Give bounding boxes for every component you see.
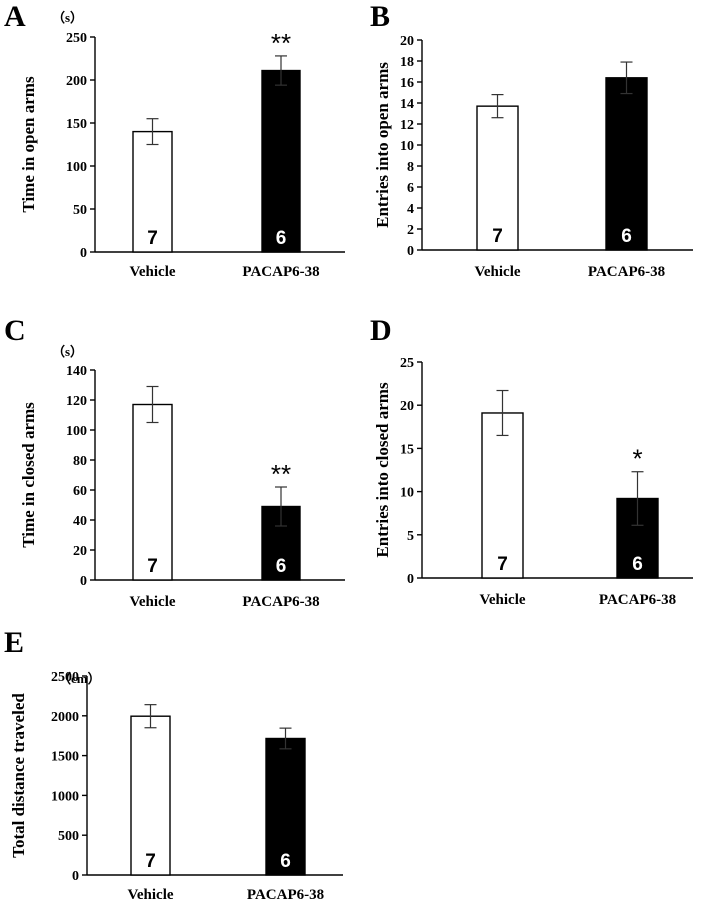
panel-c-significance: **	[271, 459, 291, 489]
panel-a-tick-label: 100	[66, 160, 87, 175]
panel-a-tick-label: 250	[66, 31, 87, 46]
panel-c-category-label: Vehicle	[129, 594, 175, 610]
panel-b-bar	[605, 77, 648, 251]
panel-b-ylabel: Entries into open arms	[373, 62, 392, 228]
panel-b-category-label: PACAP6-38	[588, 264, 665, 280]
panel-e-ylabel: Total distance traveled	[9, 693, 28, 858]
panel-a-unit: （s）	[52, 10, 83, 25]
panel-d-ylabel: Entries into closed arms	[373, 382, 392, 558]
panel-e-tick-label: 500	[58, 829, 79, 844]
panel-a-n-label: 7	[147, 228, 158, 249]
panel-b-tick-label: 0	[407, 244, 414, 259]
panel-a-tick-label: 0	[80, 246, 87, 261]
panel-b-n-label: 6	[621, 226, 632, 247]
panel-d-n-label: 7	[497, 554, 508, 575]
panel-c-letter: C	[4, 314, 26, 347]
panel-e-tick-label: 1000	[51, 789, 79, 804]
panel-a-category-label: PACAP6-38	[242, 264, 319, 280]
panel-a-ylabel: Time in open arms	[19, 76, 38, 213]
panel-b-tick-label: 16	[400, 76, 414, 91]
panel-c-tick-label: 20	[73, 544, 87, 559]
panel-b-tick-label: 20	[400, 34, 414, 49]
panel-e-tick-label: 2500	[51, 670, 79, 685]
panel-b-tick-label: 8	[407, 160, 414, 175]
panel-c-tick-label: 40	[73, 514, 87, 529]
panel-e-category-label: Vehicle	[127, 887, 173, 903]
panel-c-ylabel: Time in closed arms	[19, 402, 38, 548]
panel-c-tick-label: 0	[80, 574, 87, 589]
panel-d-tick-label: 10	[400, 486, 414, 501]
panel-c-tick-label: 120	[66, 394, 87, 409]
panel-d-tick-label: 0	[407, 572, 414, 587]
panel-b-tick-label: 6	[407, 181, 414, 196]
panel-e-tick-label: 1500	[51, 750, 79, 765]
panel-d-category-label: Vehicle	[479, 592, 525, 608]
panel-c-tick-label: 80	[73, 454, 87, 469]
panel-b-category-label: Vehicle	[474, 264, 520, 280]
panel-a-letter: A	[4, 0, 26, 33]
panel-b-bar	[476, 105, 519, 251]
panel-a-tick-label: 150	[66, 117, 87, 132]
panel-c-tick-label: 140	[66, 364, 87, 379]
panel-c-bar	[132, 403, 173, 581]
panel-d-bar	[481, 412, 524, 579]
panel-b-letter: B	[370, 0, 390, 33]
panel-c-n-label: 7	[147, 556, 158, 577]
panel-b-tick-label: 4	[407, 202, 414, 217]
panel-a-tick-label: 50	[73, 203, 87, 218]
panel-d-significance: *	[632, 444, 642, 474]
panel-b-tick-label: 2	[407, 223, 414, 238]
panel-d-tick-label: 25	[400, 356, 414, 371]
panel-e-category-label: PACAP6-38	[247, 887, 324, 903]
panel-a-bar	[132, 130, 173, 253]
panel-e-letter: E	[4, 626, 24, 659]
panel-a-tick-label: 200	[66, 74, 87, 89]
panel-c-tick-label: 60	[73, 484, 87, 499]
panel-d-letter: D	[370, 314, 392, 347]
panel-a-significance: **	[271, 28, 291, 58]
panel-b-tick-label: 14	[400, 97, 414, 112]
panel-d-tick-label: 15	[400, 442, 414, 457]
panel-c-tick-label: 100	[66, 424, 87, 439]
panel-a-n-label: 6	[276, 228, 287, 249]
panel-c-unit: （s）	[52, 344, 83, 359]
panel-e-bar	[265, 737, 306, 876]
panel-a-category-label: Vehicle	[129, 264, 175, 280]
panel-d-tick-label: 5	[407, 529, 414, 544]
panel-e-n-label: 6	[280, 851, 291, 872]
panel-c-n-label: 6	[276, 556, 287, 577]
panel-a-bar	[261, 69, 301, 253]
panel-e-n-label: 7	[145, 851, 156, 872]
panel-b-tick-label: 10	[400, 139, 414, 154]
panel-e-unit: （cm）	[58, 671, 101, 686]
panel-c-category-label: PACAP6-38	[242, 594, 319, 610]
panel-d-category-label: PACAP6-38	[599, 592, 676, 608]
panel-b-tick-label: 18	[400, 55, 414, 70]
panel-b-n-label: 7	[492, 226, 503, 247]
panel-d-tick-label: 20	[400, 399, 414, 414]
panel-e-tick-label: 0	[72, 869, 79, 884]
panel-d-n-label: 6	[632, 554, 643, 575]
panel-e-tick-label: 2000	[51, 710, 79, 725]
panel-b-tick-label: 12	[400, 118, 414, 133]
